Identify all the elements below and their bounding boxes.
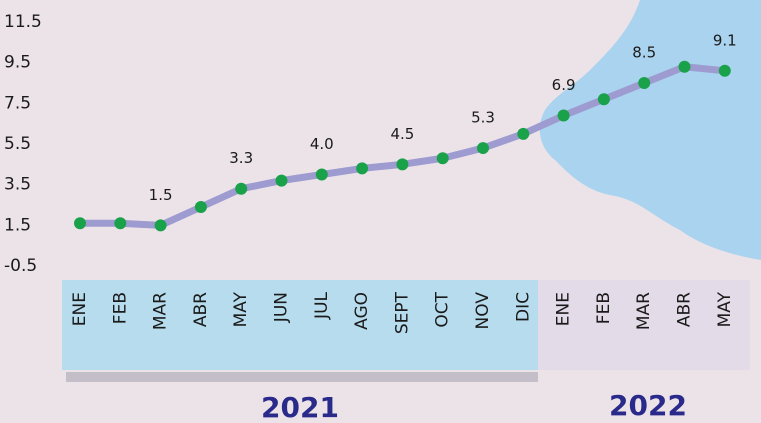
point [678, 60, 691, 73]
point [235, 182, 248, 195]
y-tick-label: 9.5 [4, 53, 31, 73]
value-label: 3.3 [229, 149, 253, 167]
x-tick-label: ENE [554, 292, 574, 326]
x-tick-label: OCT [433, 291, 453, 327]
point [718, 64, 731, 77]
value-label: 8.5 [632, 44, 656, 62]
value-label: 9.1 [713, 31, 737, 49]
x-tick-label: MAY [715, 291, 735, 327]
year-label: 2022 [609, 389, 687, 422]
point [356, 162, 369, 175]
box-shadow [66, 372, 538, 382]
y-tick-label: 5.5 [4, 134, 31, 154]
point [194, 201, 207, 214]
y-tick-label: 3.5 [4, 175, 31, 195]
point [557, 109, 570, 122]
point [74, 217, 86, 230]
x-tick-label: FEB [110, 292, 130, 324]
y-tick-label: 7.5 [4, 93, 31, 113]
y-tick-label: -0.5 [4, 256, 37, 276]
point [154, 219, 167, 232]
value-label: 1.5 [149, 186, 173, 204]
x-tick-label: NOV [473, 292, 493, 330]
x-tick-label: FEB [594, 292, 614, 324]
year-label: 2021 [261, 391, 339, 423]
x-tick-label: ENE [70, 292, 90, 326]
x-tick-label: ABR [675, 292, 695, 327]
map-shape [539, 0, 761, 260]
y-tick-label: 11.5 [4, 12, 42, 32]
value-label: 4.5 [390, 125, 414, 143]
point [396, 158, 409, 171]
x-tick-label: ABR [191, 292, 211, 327]
x-tick-label: MAR [151, 292, 171, 330]
value-label: 5.3 [471, 109, 495, 127]
value-label: 6.9 [552, 76, 576, 94]
x-tick-label: JUL [312, 291, 332, 319]
x-tick-label: AGO [352, 292, 372, 330]
value-label: 4.0 [310, 135, 334, 153]
x-tick-label: SEPT [392, 291, 412, 334]
point [114, 217, 127, 230]
point [275, 174, 288, 187]
year-box-2022 [538, 280, 750, 370]
x-tick-label: MAY [231, 291, 251, 327]
point [436, 152, 449, 165]
point [517, 127, 530, 140]
x-tick-label: DIC [513, 292, 533, 322]
x-tick-label: MAR [634, 292, 654, 330]
point [477, 142, 489, 155]
point [638, 77, 651, 89]
x-tick-label: JUN [272, 292, 292, 323]
point [315, 168, 328, 181]
year-box-2021 [62, 280, 538, 370]
y-tick-label: 1.5 [4, 215, 31, 235]
point [597, 93, 610, 106]
